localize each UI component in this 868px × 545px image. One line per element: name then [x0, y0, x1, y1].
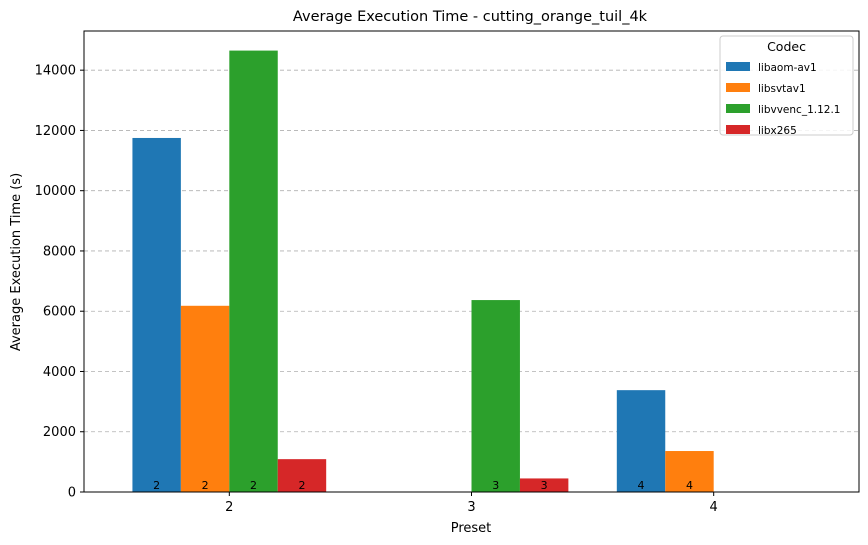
y-tick-label: 10000	[35, 184, 76, 199]
y-axis-ticks: 0 2000 4000 6000 8000 10000 12000 14000	[35, 64, 84, 501]
legend-swatch	[726, 125, 750, 134]
bar-label: 4	[686, 479, 693, 492]
bar-libsvtav1-2	[180, 305, 230, 492]
y-tick-label: 2000	[43, 425, 76, 440]
x-tick-label: 2	[225, 500, 233, 515]
legend-swatch	[726, 83, 750, 92]
bar-libsvtav1-4	[665, 451, 714, 492]
y-tick-label: 0	[68, 486, 76, 501]
y-tick-label: 12000	[35, 124, 76, 139]
legend-box	[719, 35, 854, 136]
x-tick-label: 3	[467, 500, 475, 515]
legend-swatch	[726, 104, 750, 113]
bar-libx265-2	[277, 459, 327, 492]
x-axis-label: Preset	[451, 521, 492, 536]
bar-libaom-av1-2	[132, 137, 181, 492]
bars	[132, 50, 714, 493]
bar-label: 3	[541, 479, 548, 492]
bar-label: 2	[298, 479, 305, 492]
legend-entry-label: libaom-av1	[758, 62, 817, 74]
legend-swatch	[726, 62, 750, 71]
y-tick-label: 4000	[43, 365, 76, 380]
bar-libvvenc_1.12.1-3	[471, 300, 520, 492]
bar-label: 4	[638, 479, 645, 492]
bar-label: 2	[202, 479, 209, 492]
bar-label: 2	[250, 479, 257, 492]
bar-libvvenc_1.12.1-2	[229, 50, 278, 493]
bar-label: 3	[492, 479, 499, 492]
chart-title: Average Execution Time - cutting_orange_…	[293, 9, 648, 25]
y-tick-label: 8000	[43, 244, 76, 259]
legend-entry-label: libsvtav1	[758, 83, 806, 95]
y-tick-label: 14000	[35, 64, 76, 79]
x-tick-label: 4	[710, 500, 718, 515]
y-tick-label: 6000	[43, 305, 76, 320]
legend-title: Codec	[767, 39, 806, 54]
legend-entry-label: libvvenc_1.12.1	[758, 104, 840, 116]
bar-libaom-av1-4	[616, 390, 666, 492]
legend: Codec libaom-av1 libsvtav1 libvvenc_1.12.1l…	[719, 35, 854, 137]
y-axis-label: Average Execution Time (s)	[9, 173, 24, 351]
bar-libx265-3	[519, 478, 569, 492]
x-axis-ticks: 2 3 4	[225, 492, 718, 515]
bar-label: 2	[153, 479, 160, 492]
legend-entry-label: libx265	[758, 125, 797, 137]
bar-labels: 2 4 2 4 2 3 2 3	[153, 479, 693, 492]
